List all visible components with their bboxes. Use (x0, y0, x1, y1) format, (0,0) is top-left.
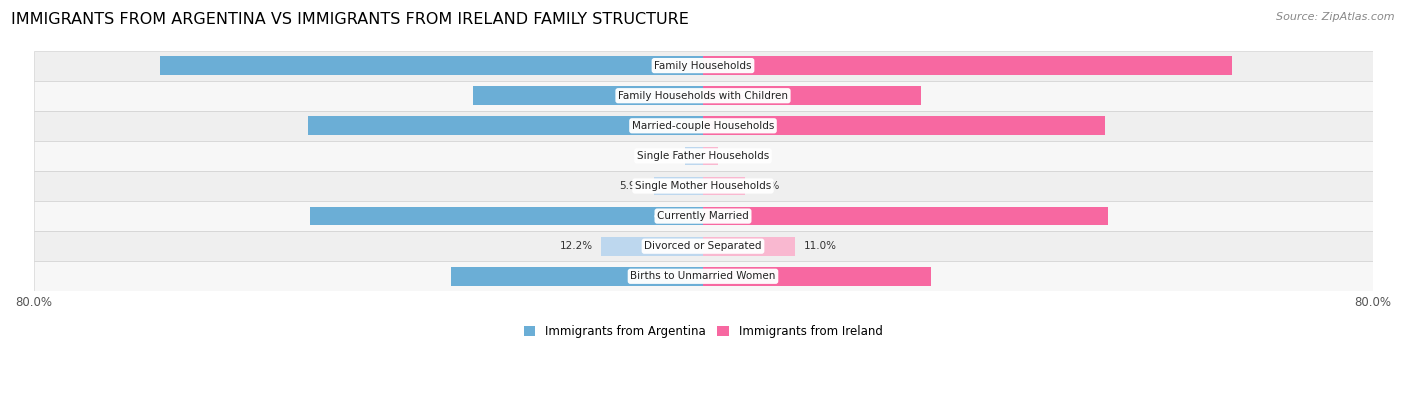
Text: 1.8%: 1.8% (727, 151, 754, 161)
Bar (160, 56, 703, 75)
Bar (34, 171, 1372, 201)
Text: 47.0%: 47.0% (654, 211, 690, 221)
Text: 5.0%: 5.0% (754, 181, 779, 191)
Bar (703, 87, 921, 105)
Text: Currently Married: Currently Married (657, 211, 749, 221)
Text: 48.0%: 48.0% (716, 121, 752, 131)
Text: IMMIGRANTS FROM ARGENTINA VS IMMIGRANTS FROM IRELAND FAMILY STRUCTURE: IMMIGRANTS FROM ARGENTINA VS IMMIGRANTS … (11, 12, 689, 27)
Bar (703, 117, 1105, 135)
Text: 63.2%: 63.2% (716, 60, 752, 71)
Bar (703, 147, 718, 165)
Bar (34, 201, 1372, 231)
Text: 27.2%: 27.2% (716, 271, 752, 281)
Bar (309, 207, 703, 226)
Bar (600, 237, 703, 256)
Bar (34, 51, 1372, 81)
Bar (34, 231, 1372, 261)
Bar (308, 117, 703, 135)
Bar (34, 111, 1372, 141)
Text: Family Households with Children: Family Households with Children (619, 91, 787, 101)
Text: 5.9%: 5.9% (619, 181, 645, 191)
Text: 47.2%: 47.2% (654, 121, 690, 131)
Bar (703, 177, 745, 195)
Text: Births to Unmarried Women: Births to Unmarried Women (630, 271, 776, 281)
Text: 30.1%: 30.1% (654, 271, 690, 281)
Text: Married-couple Households: Married-couple Households (631, 121, 775, 131)
Bar (451, 267, 703, 286)
Text: 27.5%: 27.5% (654, 91, 690, 101)
Text: Single Father Households: Single Father Households (637, 151, 769, 161)
Text: 12.2%: 12.2% (560, 241, 592, 251)
Bar (654, 177, 703, 195)
Text: 64.9%: 64.9% (654, 60, 690, 71)
Bar (34, 141, 1372, 171)
Bar (34, 261, 1372, 292)
Text: Single Mother Households: Single Mother Households (636, 181, 770, 191)
Text: Divorced or Separated: Divorced or Separated (644, 241, 762, 251)
Text: 48.4%: 48.4% (716, 211, 752, 221)
Text: 11.0%: 11.0% (803, 241, 837, 251)
Bar (703, 237, 794, 256)
Text: Family Households: Family Households (654, 60, 752, 71)
Bar (703, 207, 1108, 226)
Bar (472, 87, 703, 105)
Text: 2.2%: 2.2% (650, 151, 676, 161)
Bar (685, 147, 703, 165)
Bar (703, 267, 931, 286)
Text: Source: ZipAtlas.com: Source: ZipAtlas.com (1277, 12, 1395, 22)
Bar (703, 56, 1232, 75)
Legend: Immigrants from Argentina, Immigrants from Ireland: Immigrants from Argentina, Immigrants fr… (523, 325, 883, 339)
Text: 26.0%: 26.0% (716, 91, 752, 101)
Bar (34, 81, 1372, 111)
